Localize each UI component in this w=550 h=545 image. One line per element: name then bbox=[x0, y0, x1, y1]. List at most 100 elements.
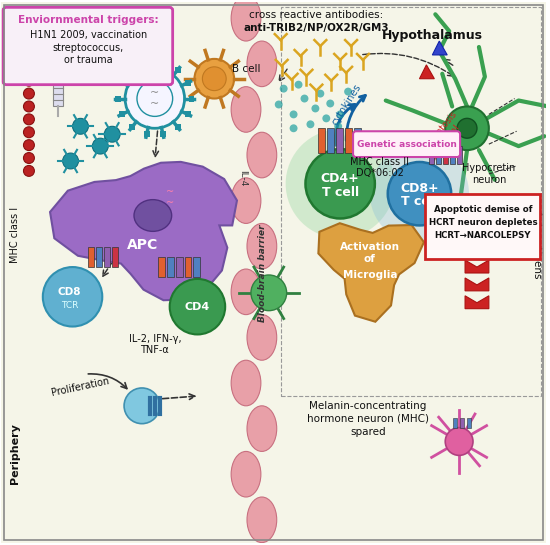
Polygon shape bbox=[460, 417, 464, 428]
Polygon shape bbox=[465, 278, 489, 291]
Polygon shape bbox=[185, 80, 191, 86]
Text: IL-4: IL-4 bbox=[239, 169, 248, 186]
Circle shape bbox=[63, 153, 79, 169]
Circle shape bbox=[275, 100, 283, 108]
Circle shape bbox=[305, 149, 375, 219]
Polygon shape bbox=[345, 128, 352, 153]
Ellipse shape bbox=[247, 314, 277, 360]
Polygon shape bbox=[175, 257, 183, 277]
Circle shape bbox=[24, 62, 35, 73]
Circle shape bbox=[24, 114, 35, 125]
Text: T cell: T cell bbox=[322, 186, 359, 199]
Circle shape bbox=[24, 75, 35, 86]
Polygon shape bbox=[160, 60, 166, 66]
Circle shape bbox=[24, 153, 35, 164]
Text: ~
~: ~ ~ bbox=[150, 88, 159, 110]
Polygon shape bbox=[144, 131, 150, 137]
Polygon shape bbox=[185, 112, 191, 117]
Text: Activation
of: Activation of bbox=[340, 243, 400, 264]
Polygon shape bbox=[175, 67, 180, 73]
Circle shape bbox=[446, 106, 489, 150]
Text: Blood-brain barrier: Blood-brain barrier bbox=[258, 224, 267, 322]
Polygon shape bbox=[443, 146, 448, 164]
Circle shape bbox=[125, 69, 185, 128]
Polygon shape bbox=[167, 257, 174, 277]
Circle shape bbox=[290, 111, 298, 118]
Circle shape bbox=[388, 162, 451, 226]
Circle shape bbox=[285, 129, 395, 238]
Circle shape bbox=[334, 122, 342, 130]
Circle shape bbox=[124, 388, 160, 423]
Text: Melanin-concentrating: Melanin-concentrating bbox=[309, 401, 427, 411]
Polygon shape bbox=[115, 95, 121, 101]
Text: anti-TRIB2/NP/OX2R/GM3: anti-TRIB2/NP/OX2R/GM3 bbox=[244, 23, 389, 33]
Polygon shape bbox=[450, 146, 455, 164]
Circle shape bbox=[24, 101, 35, 112]
Text: Hypothalamus: Hypothalamus bbox=[382, 28, 483, 41]
Text: MHC class I: MHC class I bbox=[10, 207, 20, 263]
Ellipse shape bbox=[231, 178, 261, 223]
Text: IL-2, IFN-γ,: IL-2, IFN-γ, bbox=[129, 335, 181, 344]
Polygon shape bbox=[354, 128, 361, 153]
Polygon shape bbox=[465, 260, 489, 273]
Circle shape bbox=[306, 120, 315, 128]
Circle shape bbox=[336, 111, 344, 118]
Circle shape bbox=[170, 279, 225, 335]
Polygon shape bbox=[160, 131, 166, 137]
Polygon shape bbox=[112, 247, 118, 267]
FancyBboxPatch shape bbox=[353, 131, 460, 157]
FancyBboxPatch shape bbox=[3, 7, 173, 84]
Polygon shape bbox=[189, 95, 195, 101]
Circle shape bbox=[24, 50, 35, 60]
Text: hormone neuron (MHC): hormone neuron (MHC) bbox=[307, 414, 429, 423]
Polygon shape bbox=[129, 124, 135, 130]
Polygon shape bbox=[336, 128, 343, 153]
Circle shape bbox=[202, 67, 226, 90]
Circle shape bbox=[290, 124, 298, 132]
Ellipse shape bbox=[247, 406, 277, 451]
Ellipse shape bbox=[231, 269, 261, 314]
Text: CD8: CD8 bbox=[58, 287, 81, 297]
Circle shape bbox=[370, 144, 469, 243]
Polygon shape bbox=[129, 67, 135, 73]
Text: APC: APC bbox=[127, 238, 158, 252]
Circle shape bbox=[300, 95, 309, 102]
Polygon shape bbox=[53, 77, 63, 106]
Circle shape bbox=[280, 84, 288, 93]
Polygon shape bbox=[185, 257, 191, 277]
Text: cytokines: cytokines bbox=[329, 82, 362, 127]
Circle shape bbox=[104, 126, 120, 142]
Text: Apoptosis
signal: Apoptosis signal bbox=[424, 109, 467, 155]
Circle shape bbox=[311, 105, 320, 112]
Ellipse shape bbox=[134, 199, 172, 232]
Circle shape bbox=[24, 166, 35, 177]
Polygon shape bbox=[50, 162, 237, 300]
Polygon shape bbox=[175, 124, 180, 130]
Polygon shape bbox=[96, 247, 102, 267]
Text: Periphery: Periphery bbox=[10, 423, 20, 484]
Polygon shape bbox=[420, 65, 435, 78]
Polygon shape bbox=[158, 257, 165, 277]
Polygon shape bbox=[104, 247, 110, 267]
Circle shape bbox=[326, 100, 334, 107]
Polygon shape bbox=[318, 128, 325, 153]
Circle shape bbox=[322, 114, 330, 122]
Circle shape bbox=[73, 118, 89, 134]
Ellipse shape bbox=[247, 132, 277, 178]
Text: Hypocretin
neuron: Hypocretin neuron bbox=[462, 163, 515, 185]
Text: spared: spared bbox=[350, 427, 386, 437]
Circle shape bbox=[24, 127, 35, 138]
Text: TNF-α: TNF-α bbox=[140, 346, 169, 355]
Text: Proliferation: Proliferation bbox=[51, 376, 111, 398]
Text: or trauma: or trauma bbox=[64, 55, 113, 65]
Circle shape bbox=[316, 89, 324, 98]
Circle shape bbox=[344, 88, 352, 95]
Circle shape bbox=[446, 428, 473, 456]
Polygon shape bbox=[432, 41, 447, 55]
Circle shape bbox=[295, 81, 302, 89]
Polygon shape bbox=[430, 146, 434, 164]
Polygon shape bbox=[467, 417, 471, 428]
Circle shape bbox=[251, 275, 287, 311]
Text: Autoantigens: Autoantigens bbox=[532, 210, 542, 280]
Polygon shape bbox=[119, 80, 125, 86]
